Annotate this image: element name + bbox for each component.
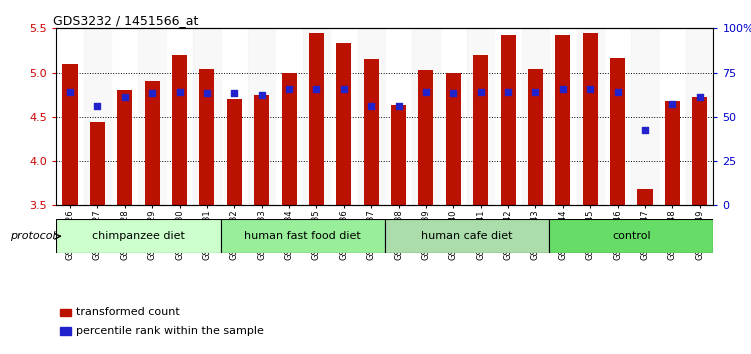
Point [119,95,131,100]
Point [365,103,377,109]
Bar [686,28,713,205]
Bar [391,105,406,205]
Text: chimpanzee diet: chimpanzee diet [92,231,185,241]
Point [201,90,213,96]
Bar [62,64,77,205]
Bar [665,101,680,205]
Bar [276,28,303,205]
Bar [446,73,461,205]
Bar [692,97,707,205]
Bar [610,58,625,205]
Point [310,86,322,91]
Bar [385,28,412,205]
Text: protocol: protocol [10,232,56,241]
Bar [56,219,221,253]
Bar [56,28,83,205]
Point [173,89,185,95]
Bar [549,219,713,253]
Point [584,86,596,91]
Bar [172,55,187,205]
Bar [467,28,494,205]
Point [611,89,623,95]
Bar [632,28,659,205]
Bar [59,309,71,316]
Bar [166,28,193,205]
Bar [439,28,467,205]
Point [338,86,350,91]
Bar [254,95,269,205]
Bar [638,189,653,205]
Point [146,90,158,96]
Point [694,95,706,100]
Point [639,127,651,133]
Bar [522,28,549,205]
Bar [555,35,571,205]
Point [283,86,295,91]
Bar [473,55,488,205]
Bar [59,327,71,335]
Bar [199,69,215,205]
Point [666,101,678,106]
Bar [494,28,522,205]
Bar [357,28,385,205]
Bar [385,219,549,253]
Bar [330,28,357,205]
Bar [221,219,385,253]
Text: percentile rank within the sample: percentile rank within the sample [76,326,264,336]
Text: control: control [612,231,650,241]
Bar [549,28,577,205]
Bar [412,28,439,205]
Text: transformed count: transformed count [76,307,179,318]
Bar [659,28,686,205]
Bar [90,122,105,205]
Point [420,89,432,95]
Bar [282,73,297,205]
Point [255,92,267,97]
Bar [111,28,138,205]
Bar [248,28,276,205]
Bar [193,28,221,205]
Text: human cafe diet: human cafe diet [421,231,513,241]
Point [448,90,460,96]
Bar [577,28,604,205]
Bar [418,70,433,205]
Point [502,89,514,95]
Point [556,86,569,91]
Point [228,90,240,96]
Bar [528,69,543,205]
Bar [336,44,351,205]
Bar [501,35,516,205]
Text: human fast food diet: human fast food diet [244,231,361,241]
Bar [303,28,330,205]
Bar [604,28,632,205]
Bar [227,99,242,205]
Text: GDS3232 / 1451566_at: GDS3232 / 1451566_at [53,14,198,27]
Point [64,89,76,95]
Point [529,89,541,95]
Bar [221,28,248,205]
Bar [309,33,324,205]
Bar [145,81,160,205]
Bar [363,59,379,205]
Point [475,89,487,95]
Bar [83,28,111,205]
Bar [138,28,166,205]
Bar [117,90,132,205]
Point [92,103,104,109]
Bar [583,33,598,205]
Point [393,103,405,109]
